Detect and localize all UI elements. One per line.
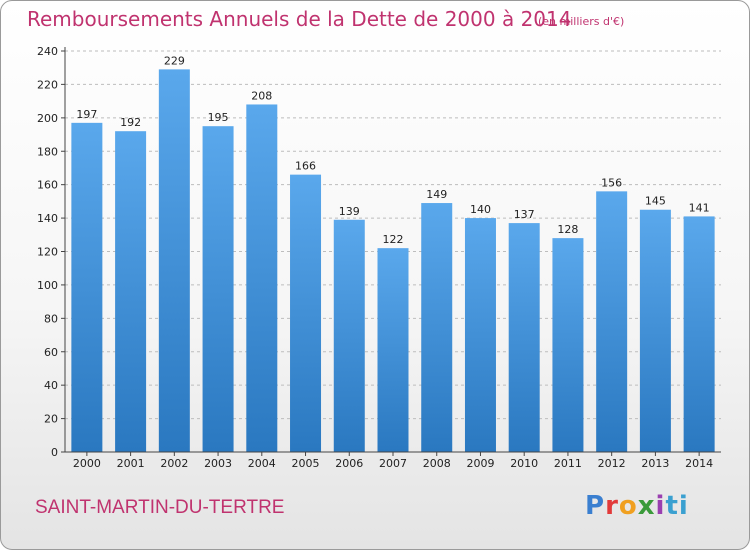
bar <box>596 191 628 452</box>
x-tick-label: 2014 <box>685 457 713 470</box>
data-label: 208 <box>251 89 272 102</box>
y-tick-label: 120 <box>37 246 58 259</box>
bar <box>464 218 496 452</box>
y-tick-label: 220 <box>37 78 58 91</box>
x-tick-label: 2005 <box>292 457 320 470</box>
y-tick-label: 0 <box>51 446 58 459</box>
chart-subtitle: (en milliers d'€) <box>538 15 625 28</box>
x-tick-label: 2013 <box>641 457 669 470</box>
data-label: 128 <box>557 223 578 236</box>
x-tick-label: 2009 <box>466 457 494 470</box>
proxiti-logo: Proxiti <box>585 491 689 521</box>
bar <box>246 104 278 452</box>
data-label: 140 <box>470 203 491 216</box>
bar <box>377 248 409 452</box>
x-tick-label: 2001 <box>117 457 145 470</box>
commune-name: SAINT-MARTIN-DU-TERTRE <box>35 497 285 518</box>
data-label: 195 <box>208 111 229 124</box>
bar <box>202 126 234 452</box>
data-label: 156 <box>601 176 622 189</box>
bar <box>639 209 671 452</box>
bar <box>290 174 322 452</box>
data-label: 149 <box>426 188 447 201</box>
data-label: 197 <box>76 108 97 121</box>
chart-title: Remboursements Annuels de la Dette de 20… <box>27 7 572 31</box>
x-tick-label: 2002 <box>160 457 188 470</box>
y-tick-label: 40 <box>44 379 58 392</box>
y-tick-label: 60 <box>44 346 58 359</box>
data-label: 122 <box>383 233 404 246</box>
data-label: 137 <box>514 208 535 221</box>
bar <box>115 131 147 452</box>
y-tick-label: 200 <box>37 112 58 125</box>
bar <box>508 223 540 452</box>
y-tick-label: 160 <box>37 179 58 192</box>
bar <box>552 238 584 452</box>
x-tick-label: 2004 <box>248 457 276 470</box>
y-tick-label: 180 <box>37 145 58 158</box>
x-tick-label: 2010 <box>510 457 538 470</box>
y-tick-label: 100 <box>37 279 58 292</box>
y-tick-label: 140 <box>37 212 58 225</box>
data-label: 139 <box>339 205 360 218</box>
data-label: 229 <box>164 54 185 67</box>
x-tick-label: 2000 <box>73 457 101 470</box>
x-tick-label: 2011 <box>554 457 582 470</box>
x-tick-label: 2003 <box>204 457 232 470</box>
data-label: 141 <box>689 201 710 214</box>
data-label: 192 <box>120 116 141 129</box>
x-tick-label: 2007 <box>379 457 407 470</box>
x-tick-label: 2006 <box>335 457 363 470</box>
y-tick-label: 240 <box>37 45 58 58</box>
bar <box>71 122 103 453</box>
bar <box>683 216 715 452</box>
bar <box>333 219 365 452</box>
bar <box>421 203 453 452</box>
x-tick-label: 2008 <box>423 457 451 470</box>
x-tick-label: 2012 <box>598 457 626 470</box>
data-label: 145 <box>645 195 666 208</box>
data-label: 166 <box>295 160 316 173</box>
bar <box>158 69 190 453</box>
y-tick-label: 80 <box>44 312 58 325</box>
y-tick-label: 20 <box>44 413 58 426</box>
